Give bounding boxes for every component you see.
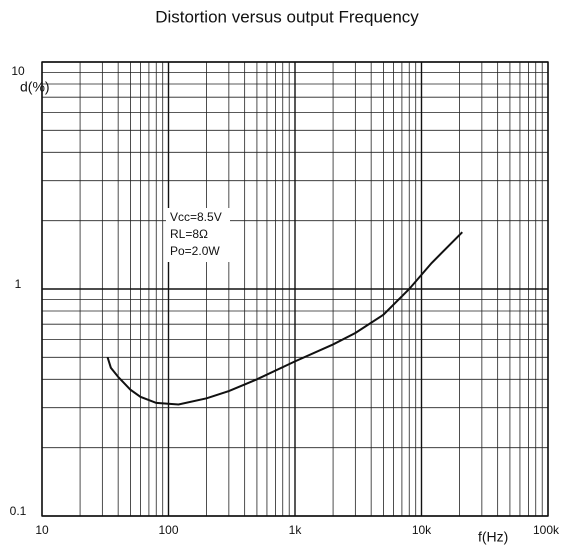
x-tick-label: 1k xyxy=(289,523,303,537)
plot-frame xyxy=(41,61,549,517)
x-tick-label: 10k xyxy=(412,523,432,537)
y-tick-label: 1 xyxy=(15,277,22,291)
annotation: RL=8Ω xyxy=(170,227,208,241)
chart-title: Distortion versus output Frequency xyxy=(155,7,419,26)
y-tick-label: 10 xyxy=(11,64,25,78)
y-tick-label: 0.1 xyxy=(10,504,27,518)
y-axis-label: d(%) xyxy=(20,79,50,95)
x-axis-label: f(Hz) xyxy=(478,529,508,545)
data-line xyxy=(106,231,463,406)
x-tick-label: 10 xyxy=(35,523,49,537)
x-tick-label: 100 xyxy=(158,523,178,537)
annotation-box xyxy=(166,208,230,262)
annotation: Po=2.0W xyxy=(170,244,220,258)
x-tick-label: 100k xyxy=(533,523,560,537)
annotation: Vcc=8.5V xyxy=(170,210,222,224)
